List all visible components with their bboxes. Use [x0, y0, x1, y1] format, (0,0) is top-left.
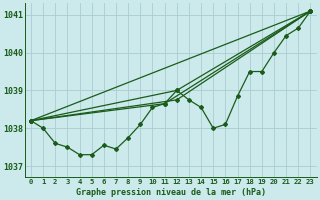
X-axis label: Graphe pression niveau de la mer (hPa): Graphe pression niveau de la mer (hPa): [76, 188, 266, 197]
